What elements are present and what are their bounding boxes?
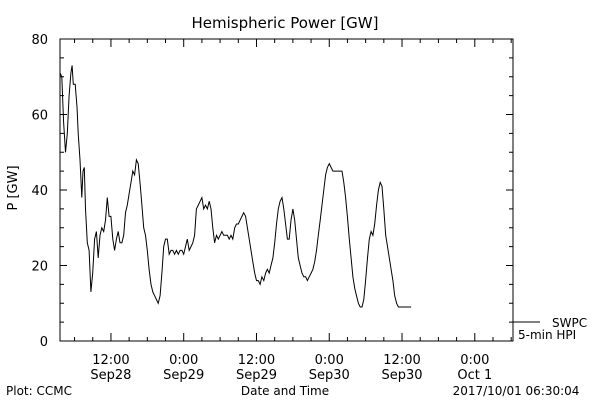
x-tick-date-label: Sep29 [236, 368, 277, 383]
x-axis: 12:00Sep280:00Sep2912:00Sep290:00Sep3012… [74, 39, 512, 383]
x-tick-time-label: 0:00 [460, 353, 489, 368]
footer-plot-credit: Plot: CCMC [6, 384, 72, 398]
legend-swpc-label: SWPC [552, 316, 587, 330]
y-tick-label: 60 [31, 109, 48, 124]
series-line [59, 65, 412, 308]
y-tick-label: 20 [31, 260, 48, 275]
x-axis-label: Date and Time [241, 384, 329, 398]
x-tick-date-label: Sep29 [163, 368, 204, 383]
y-axis-label: P [GW] [6, 165, 21, 210]
y-tick-label: 80 [31, 33, 48, 48]
x-tick-time-label: 12:00 [238, 353, 275, 368]
y-tick-label: 40 [31, 184, 48, 199]
x-tick-date-label: Sep30 [382, 368, 423, 383]
legend-hpi-label: 5-min HPI [518, 328, 576, 342]
y-axis: 0 20 40 60 80 [31, 33, 513, 350]
series-group [59, 65, 412, 308]
chart-title: Hemispheric Power [GW] [192, 14, 379, 32]
x-tick-date-label: Sep30 [309, 368, 350, 383]
x-tick-time-label: 0:00 [169, 353, 198, 368]
x-tick-date-label: Oct 1 [457, 368, 492, 383]
footer-timestamp: 2017/10/01 06:30:04 [453, 384, 580, 398]
x-tick-date-label: Sep28 [90, 368, 131, 383]
x-tick-time-label: 12:00 [92, 353, 129, 368]
y-tick-label: 0 [40, 335, 48, 350]
x-tick-time-label: 12:00 [383, 353, 420, 368]
plot-frame [59, 38, 514, 342]
x-tick-time-label: 0:00 [315, 353, 344, 368]
